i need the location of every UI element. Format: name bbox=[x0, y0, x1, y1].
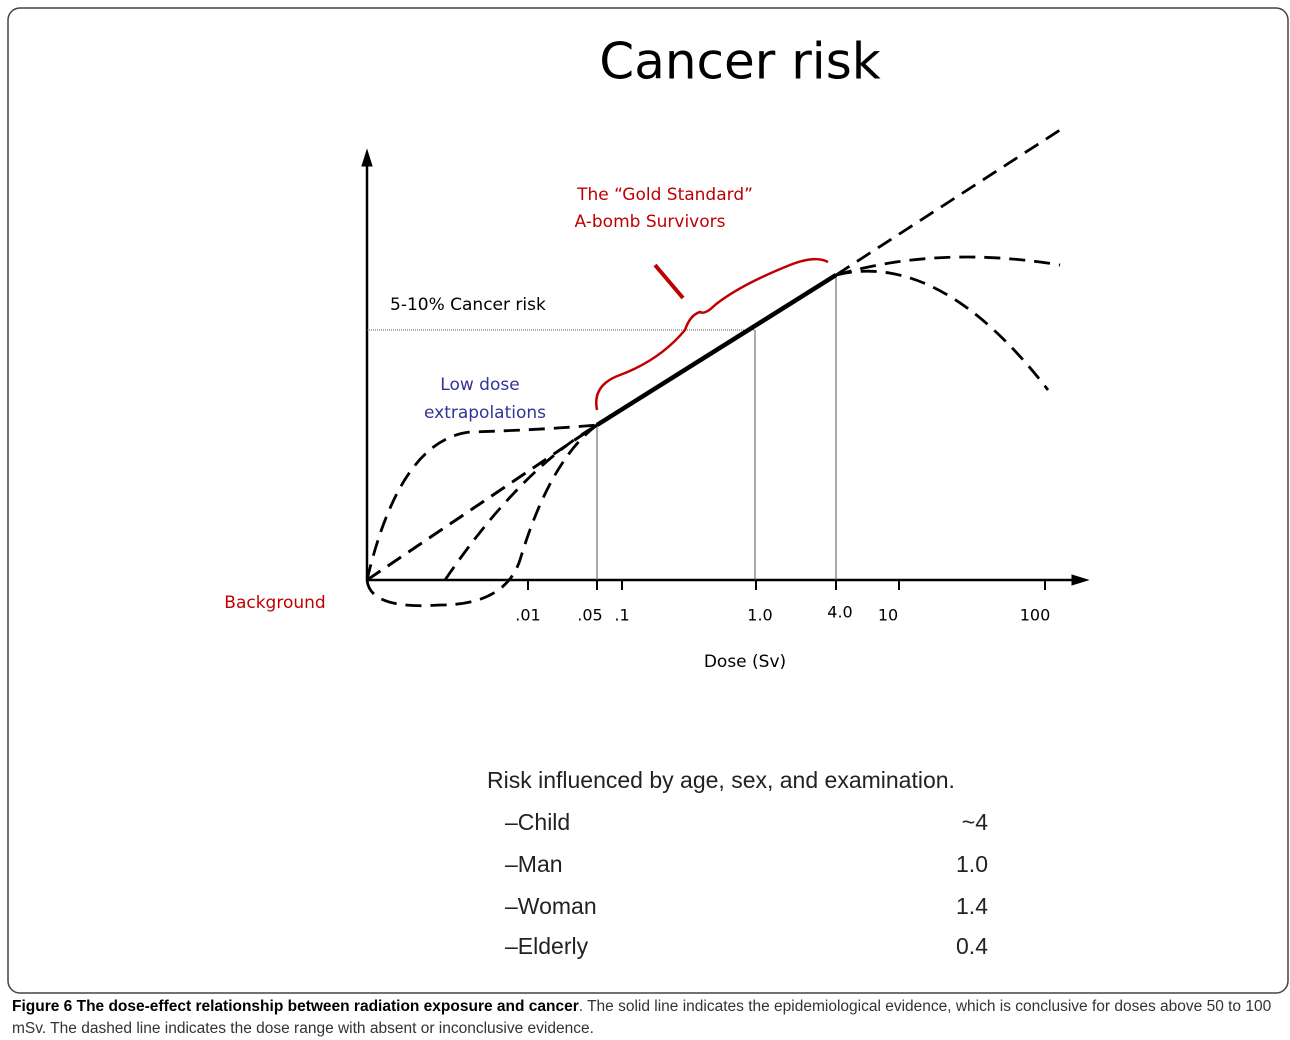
x-ticks: .01 .05 .1 1.0 4.0 10 100 bbox=[515, 603, 1050, 625]
risk-group: –Woman bbox=[505, 893, 597, 919]
x-tick-label: .01 bbox=[515, 606, 540, 625]
risk-group: –Man bbox=[505, 851, 563, 877]
guide-lines bbox=[367, 275, 837, 580]
background: Background bbox=[224, 593, 325, 613]
x-axis-label: Dose (Sv) bbox=[704, 652, 786, 672]
x-tick-label: .05 bbox=[577, 606, 602, 625]
risk-group: –Elderly bbox=[505, 933, 589, 959]
a-bomb: A-bomb Survivors bbox=[575, 212, 726, 232]
risk-group: –Child bbox=[505, 809, 570, 835]
extrapolations: extrapolations bbox=[424, 403, 546, 423]
risk-value: 0.4 bbox=[956, 933, 988, 959]
risk-value: 1.4 bbox=[956, 893, 988, 919]
x-tick-label: 1.0 bbox=[747, 606, 772, 625]
solid-line bbox=[595, 273, 838, 427]
brace bbox=[595, 257, 829, 411]
annotations: The “Gold Standard” A-bomb Survivors 5-1… bbox=[224, 185, 786, 672]
low-dose: Low dose bbox=[440, 375, 519, 395]
risk-heading: Risk influenced by age, sex, and examina… bbox=[487, 767, 955, 793]
frame bbox=[7, 7, 1289, 994]
gold-standard: The “Gold Standard” bbox=[576, 185, 753, 205]
caption-label: Figure 6 The dose-effect relationship be… bbox=[12, 998, 579, 1015]
title: Cancer risk bbox=[599, 33, 880, 91]
dashed-curves bbox=[365, 128, 1061, 608]
x-tick-label: .1 bbox=[614, 606, 629, 625]
risk-value: ~4 bbox=[962, 809, 988, 835]
risk-table: Risk influenced by age, sex, and examina… bbox=[487, 767, 988, 959]
x-tick-label: 10 bbox=[878, 606, 898, 625]
risk-value: 1.0 bbox=[956, 851, 988, 877]
x-tick-label: 4.0 bbox=[827, 603, 852, 622]
caption-text: . The solid line indicates the epidemiol… bbox=[12, 998, 1272, 1037]
risk-level: 5-10% Cancer risk bbox=[390, 295, 546, 315]
figure: Cancer risk The “Gold Standard” A-bomb S… bbox=[7, 7, 1289, 994]
x-tick-label: 100 bbox=[1020, 606, 1051, 625]
axes bbox=[361, 148, 1090, 590]
caption: Figure 6 The dose-effect relationship be… bbox=[12, 996, 1282, 1040]
